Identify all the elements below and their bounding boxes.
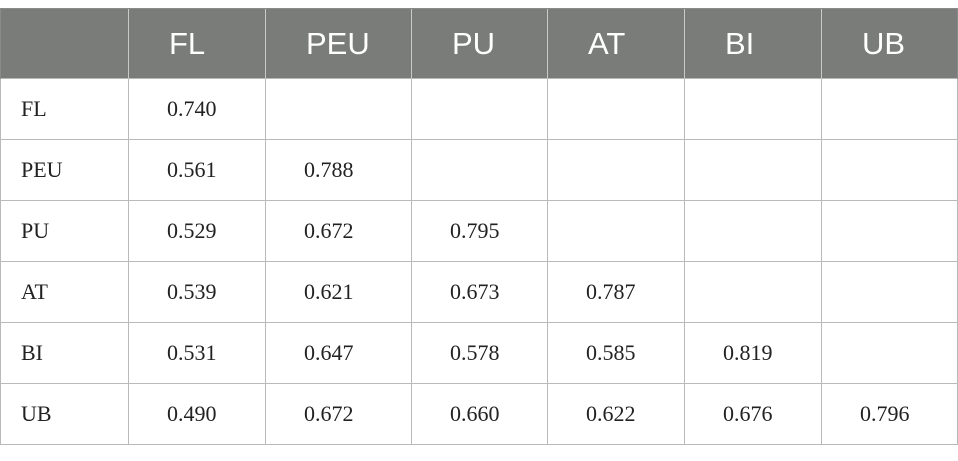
table-row: AT 0.539 0.621 0.673 0.787 (0, 261, 958, 323)
table-cell: 0.622 (547, 383, 685, 445)
table-cell: 0.660 (411, 383, 548, 445)
table-cell (547, 139, 685, 201)
table-cell: 0.672 (265, 200, 412, 262)
table-cell: 0.795 (411, 200, 548, 262)
table-row: FL 0.740 (0, 78, 958, 140)
table-cell (821, 78, 958, 140)
table-cell: 0.788 (265, 139, 412, 201)
table-cell: 0.578 (411, 322, 548, 384)
table-cell: 0.539 (128, 261, 266, 323)
table-cell (821, 322, 958, 384)
header-cell-fl: FL (128, 8, 266, 79)
row-label-peu: PEU (0, 139, 129, 201)
header-cell-pu: PU (411, 8, 548, 79)
row-label-at: AT (0, 261, 129, 323)
table-row: PEU 0.561 0.788 (0, 139, 958, 201)
row-label-pu: PU (0, 200, 129, 262)
table-cell: 0.585 (547, 322, 685, 384)
row-label-fl: FL (0, 78, 129, 140)
table-cell (547, 78, 685, 140)
table-cell (684, 200, 822, 262)
table-cell (821, 200, 958, 262)
table-row: PU 0.529 0.672 0.795 (0, 200, 958, 262)
table-cell: 0.561 (128, 139, 266, 201)
table-cell: 0.621 (265, 261, 412, 323)
table-row: BI 0.531 0.647 0.578 0.585 0.819 (0, 322, 958, 384)
correlation-table: FL PEU PU AT BI UB FL 0.740 PEU 0.561 0.… (0, 8, 958, 445)
table-cell: 0.647 (265, 322, 412, 384)
table-cell (547, 200, 685, 262)
row-label-bi: BI (0, 322, 129, 384)
table-cell (411, 139, 548, 201)
table-cell: 0.529 (128, 200, 266, 262)
header-cell-at: AT (547, 8, 685, 79)
table-row: UB 0.490 0.672 0.660 0.622 0.676 0.796 (0, 383, 958, 445)
table-cell: 0.531 (128, 322, 266, 384)
table-cell (821, 139, 958, 201)
table-cell: 0.673 (411, 261, 548, 323)
table-cell: 0.796 (821, 383, 958, 445)
table-cell: 0.819 (684, 322, 822, 384)
table-cell (684, 139, 822, 201)
table-cell: 0.672 (265, 383, 412, 445)
table-cell (684, 78, 822, 140)
row-label-ub: UB (0, 383, 129, 445)
table-cell (411, 78, 548, 140)
table-cell: 0.740 (128, 78, 266, 140)
header-row: FL PEU PU AT BI UB (0, 8, 958, 79)
table-cell (821, 261, 958, 323)
header-cell-corner (0, 8, 129, 79)
table-cell: 0.490 (128, 383, 266, 445)
header-cell-ub: UB (821, 8, 958, 79)
table-cell (684, 261, 822, 323)
table-cell: 0.676 (684, 383, 822, 445)
table-cell: 0.787 (547, 261, 685, 323)
table-cell (265, 78, 412, 140)
header-cell-peu: PEU (265, 8, 412, 79)
header-cell-bi: BI (684, 8, 822, 79)
